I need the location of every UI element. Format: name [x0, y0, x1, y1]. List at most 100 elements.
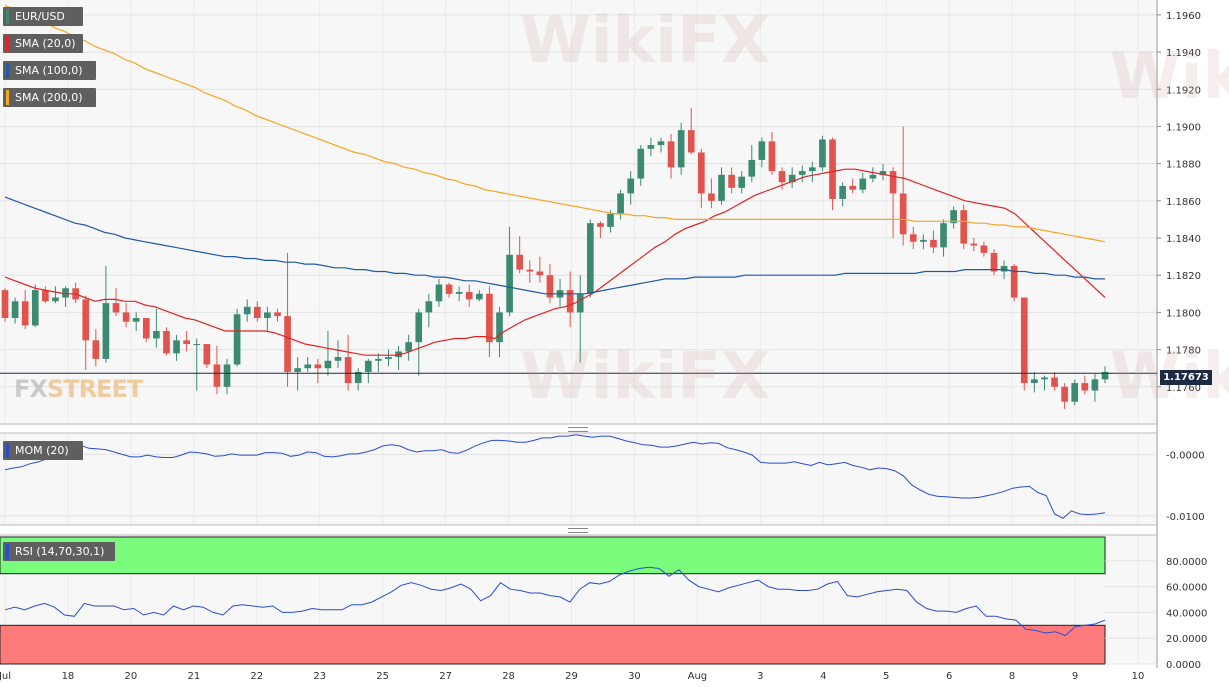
candle-body: [62, 288, 69, 298]
candle-body: [788, 174, 796, 183]
x-tick-label-9: 29: [565, 671, 578, 682]
candle-body: [677, 130, 685, 168]
candle-body: [455, 291, 463, 294]
candle-body: [617, 193, 624, 214]
candle-body: [869, 174, 877, 179]
candle-body: [1071, 383, 1079, 402]
candle-body: [950, 210, 957, 224]
rsi-tick-label-1: 20.0000: [1166, 634, 1207, 645]
candle-body: [475, 293, 483, 300]
candle-body: [879, 171, 887, 175]
legend-mom[interactable]: MOM (20): [3, 441, 83, 460]
candle-body: [364, 360, 372, 372]
mom-tick-label-0: -0.0000: [1166, 450, 1205, 461]
candle-body: [930, 239, 937, 248]
candle-body: [1041, 377, 1048, 380]
candle-body: [344, 357, 352, 384]
legend-symbol-label: EUR/USD: [15, 10, 65, 23]
pane-resize-handle-2[interactable]: [568, 528, 588, 533]
x-tick-label-12: 3: [757, 671, 763, 682]
brand-part2: STREET: [46, 375, 143, 403]
candle-body: [92, 340, 100, 359]
candle-body: [920, 239, 927, 242]
rsi-overbought-zone: [0, 536, 1106, 575]
candle-body: [334, 357, 342, 361]
candle-body: [405, 342, 412, 352]
legend-rsi-swatch: [6, 544, 9, 559]
candle-body: [1010, 265, 1018, 298]
candle-body: [819, 139, 826, 168]
candle-body: [1020, 297, 1028, 384]
candle-body: [233, 314, 241, 365]
candle-body: [435, 284, 443, 302]
candle-body: [687, 130, 695, 153]
x-tick-label-2: 20: [125, 671, 138, 682]
candle-body: [990, 252, 998, 272]
candle-body: [667, 141, 675, 168]
legend-sma100[interactable]: SMA (100,0): [3, 61, 96, 80]
candle-body: [304, 364, 312, 369]
candle-body: [1051, 377, 1058, 387]
candle-body: [284, 316, 291, 372]
candle-body: [243, 306, 251, 315]
sma20-line: [4, 168, 1106, 356]
candle-body: [425, 301, 433, 313]
candle-body: [738, 176, 746, 188]
candle-body: [728, 174, 735, 188]
rsi-line: [4, 566, 1106, 637]
candle-body: [183, 340, 190, 345]
legend-symbol-swatch: [6, 9, 9, 24]
mom-line: [4, 434, 1106, 519]
candle-body: [889, 171, 897, 194]
candle-body: [132, 318, 140, 322]
candle-body: [637, 148, 645, 179]
legend-sma100-label: SMA (100,0): [15, 64, 83, 77]
brand-part1: FX: [14, 375, 48, 403]
candle-body: [203, 344, 211, 365]
candle-body: [748, 159, 756, 177]
mom-pane-bg: [0, 433, 1157, 525]
candle-body: [375, 358, 382, 361]
candle-body: [597, 223, 604, 227]
candle-body: [778, 171, 786, 183]
legend-rsi-label: RSI (14,70,30,1): [15, 545, 105, 558]
legend-symbol[interactable]: EUR/USD: [3, 7, 83, 26]
candle-body: [82, 299, 90, 341]
candle-body: [970, 243, 978, 246]
candle-body: [21, 301, 29, 326]
price-tick-label-3: 1.1820: [1166, 271, 1201, 282]
legend-rsi[interactable]: RSI (14,70,30,1): [3, 542, 115, 561]
x-tick-label-4: 22: [250, 671, 263, 682]
candle-body: [980, 245, 988, 253]
legend-sma20[interactable]: SMA (20,0): [3, 34, 83, 53]
candle-body: [385, 357, 392, 359]
candle-body: [415, 312, 423, 343]
x-tick-label-15: 6: [946, 671, 952, 682]
candle-body: [1031, 379, 1038, 384]
candle-body: [647, 145, 655, 149]
rsi-tick-label-3: 60.0000: [1166, 583, 1207, 594]
legend-sma200[interactable]: SMA (200,0): [3, 88, 96, 107]
rsi-tick-label-0: 0.0000: [1166, 660, 1201, 671]
candle-body: [516, 254, 524, 270]
candle-body: [899, 193, 907, 235]
candle-body: [909, 234, 917, 242]
x-tick-label-16: 8: [1009, 671, 1015, 682]
candle-body: [708, 193, 715, 201]
candle-body: [627, 178, 635, 194]
price-pane-bg: [0, 0, 1157, 424]
candle-body: [496, 312, 503, 343]
candle-body: [294, 368, 301, 372]
candle-body: [839, 185, 846, 199]
rsi-tick-label-4: 80.0000: [1166, 557, 1207, 568]
candle-body: [849, 185, 857, 190]
x-tick-label-18: 10: [1132, 671, 1145, 682]
candle-body: [445, 284, 453, 294]
candle-body: [768, 141, 776, 172]
pane-resize-handle-1[interactable]: [568, 427, 588, 432]
legend-sma200-swatch: [6, 90, 9, 105]
price-tick-label-7: 1.1900: [1166, 122, 1201, 133]
candle-body: [758, 141, 766, 160]
candle-body: [718, 174, 725, 201]
